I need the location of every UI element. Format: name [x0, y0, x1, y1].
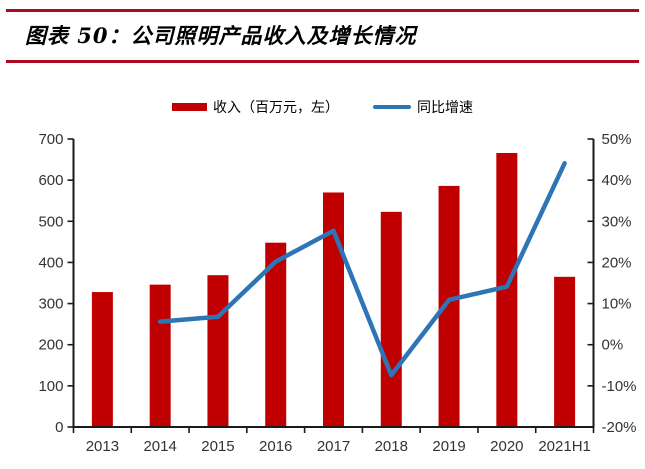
x-axis-label: 2017 — [317, 438, 350, 455]
growth-line — [157, 161, 567, 378]
legend-label-growth: 同比增速 — [417, 99, 473, 115]
right-axis-tick-label: -20% — [602, 419, 637, 436]
right-axis-tick-label: 10% — [602, 296, 632, 313]
left-axis-tick-label: 700 — [38, 131, 63, 148]
bar-2021H1 — [554, 276, 576, 427]
left-axis-tick-label: 600 — [38, 172, 63, 189]
bar-2017 — [323, 192, 344, 427]
x-axis-label: 2018 — [375, 438, 408, 455]
right-axis-tick-label: 40% — [602, 172, 632, 189]
revenue-bar-swatch — [172, 103, 207, 111]
right-axis-tick-label: 20% — [602, 254, 632, 271]
chart-legend: 收入（百万元，左） 同比增速 — [0, 97, 645, 117]
growth-line-swatch — [373, 104, 411, 110]
left-axis-tick-label: 100 — [38, 378, 63, 395]
top-rule — [6, 9, 639, 12]
legend-label-revenue: 收入（百万元，左） — [213, 99, 339, 115]
right-axis-tick-label: 30% — [602, 213, 632, 230]
bar-2018 — [380, 211, 402, 427]
x-axis-label: 2014 — [143, 438, 176, 455]
right-axis-tick-label: -10% — [602, 378, 637, 395]
right-axis-tick-label: 0% — [602, 337, 624, 354]
x-axis-label: 2016 — [259, 438, 292, 455]
x-axis-label: 2015 — [201, 438, 234, 455]
left-axis-tick-label: 400 — [38, 254, 63, 271]
figure-title: 图表 50：公司照明产品收入及增长情况 — [25, 23, 417, 48]
bar-2015 — [207, 275, 229, 427]
left-axis-tick-label: 300 — [38, 296, 63, 313]
x-axis-label: 2013 — [86, 438, 119, 455]
bar-2013 — [91, 292, 113, 427]
left-axis-tick-label: 500 — [38, 213, 63, 230]
bar-2019 — [438, 185, 460, 427]
bottom-rule — [6, 60, 639, 64]
left-axis-tick-label: 200 — [38, 337, 63, 354]
legend-item-growth: 同比增速 — [373, 97, 473, 117]
right-axis-tick-label: 50% — [602, 131, 632, 148]
x-axis-label: 2021H1 — [538, 438, 591, 455]
legend-item-revenue: 收入（百万元，左） — [172, 97, 339, 117]
left-axis-tick-label: 0 — [55, 419, 63, 436]
bar-2014 — [149, 284, 171, 427]
x-axis-label: 2020 — [490, 438, 523, 455]
bar-2020 — [496, 152, 518, 427]
bar-2016 — [265, 242, 287, 427]
x-axis-label: 2019 — [432, 438, 465, 455]
figure-header: 图表 50：公司照明产品收入及增长情况 — [0, 0, 645, 64]
